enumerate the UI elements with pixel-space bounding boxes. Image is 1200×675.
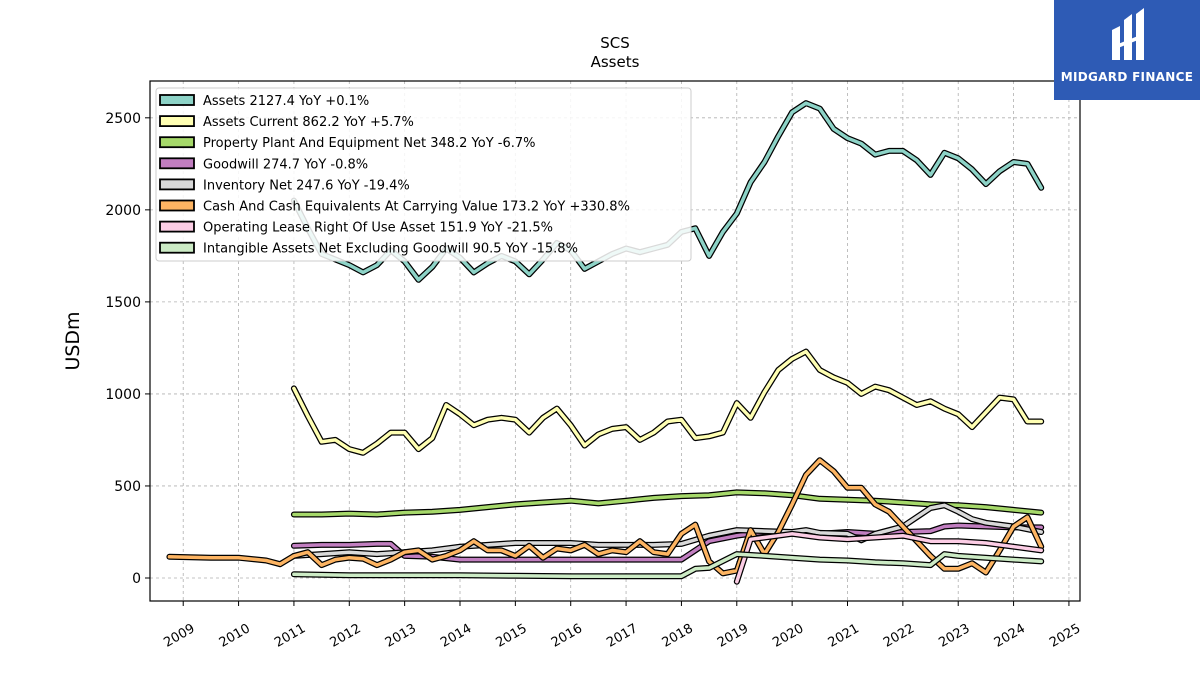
legend-swatch: [159, 178, 195, 191]
legend-swatch: [159, 199, 195, 212]
x-tick-label: 2013: [383, 621, 419, 651]
x-tick-label: 2025: [1047, 621, 1083, 651]
x-tick-label: 2023: [936, 621, 972, 651]
x-tick-label: 2020: [770, 621, 806, 651]
legend-swatch: [159, 220, 195, 233]
y-axis-label: USDm: [62, 311, 84, 370]
y-ticks: 0 500 1000 1500 2000 2500: [105, 111, 150, 587]
x-tick-label: 2011: [272, 621, 308, 651]
brand-logo: MIDGARD FINANCE: [1054, 0, 1200, 100]
plot-frame: [149, 80, 1081, 602]
y-tick-label: 0: [132, 571, 141, 587]
legend-swatch: [159, 241, 195, 254]
legend-label: Goodwill 274.7 YoY -0.8%: [203, 157, 368, 172]
series-line: [290, 489, 1045, 518]
x-tick-label: 2012: [327, 621, 363, 651]
x-tick-label: 2022: [881, 621, 917, 651]
legend-label: Intangible Assets Net Excluding Goodwill…: [203, 242, 578, 257]
x-tick-label: 2016: [549, 621, 585, 651]
x-ticks: 2009 2010 2011 2012 2013 2014 2015 2016 2017 2018…: [161, 601, 1083, 651]
midgard-logo-icon: [1112, 8, 1144, 60]
series-line: [733, 530, 1045, 585]
legend-swatch: [159, 136, 195, 149]
legend-label: Assets 2127.4 YoY +0.1%: [203, 94, 369, 109]
legend-label: Property Plant And Equipment Net 348.2 Y…: [203, 136, 536, 151]
legend-swatch: [159, 115, 195, 127]
legend-swatch: [159, 157, 195, 170]
legend-label: Operating Lease Right Of Use Asset 151.9…: [203, 221, 553, 236]
chart-title: SCS: [600, 34, 630, 52]
y-tick-label: 2500: [105, 111, 141, 127]
x-tick-label: 2017: [604, 621, 640, 651]
series-line: [290, 348, 1045, 456]
brand-name: MIDGARD FINANCE: [1060, 70, 1194, 84]
x-tick-label: 2010: [217, 621, 253, 651]
legend-swatch: [159, 94, 195, 106]
legend-label: Assets Current 862.2 YoY +5.7%: [203, 115, 414, 130]
chart-subtitle: Assets: [591, 53, 640, 71]
x-tick-label: 2015: [494, 621, 530, 651]
x-tick-label: 2019: [715, 621, 751, 651]
x-tick-label: 2021: [826, 621, 862, 651]
y-tick-label: 500: [114, 479, 141, 495]
legend-label: Inventory Net 247.6 YoY -19.4%: [203, 178, 410, 193]
series-line: [290, 551, 1045, 580]
x-tick-label: 2014: [438, 621, 474, 651]
y-tick-label: 1000: [105, 387, 141, 403]
y-tick-label: 1500: [105, 295, 141, 311]
series-line: [166, 457, 1045, 577]
x-tick-label: 2018: [660, 621, 696, 651]
x-tick-label: 2009: [161, 621, 197, 651]
legend-box: [155, 87, 692, 262]
legend-label: Cash And Cash Equivalents At Carrying Va…: [203, 200, 630, 215]
series-line: [290, 502, 1045, 559]
legend: Assets 2127.4 YoY +0.1% Assets Current 86…: [155, 87, 692, 262]
x-tick-label: 2024: [992, 621, 1028, 651]
y-tick-label: 2000: [105, 203, 141, 219]
